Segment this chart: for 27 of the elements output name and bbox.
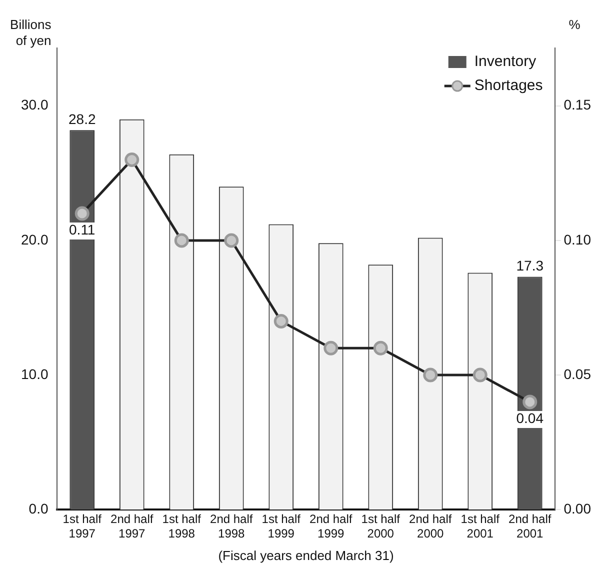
x-tick-label: 1st half 2000 [361,512,401,541]
x-axis-title: (Fiscal years ended March 31) [218,548,394,563]
x-tick-label: 2nd half 1999 [310,512,353,541]
x-tick-label: 2nd half 2001 [508,512,552,541]
y-tick-label: 30.0 [21,96,48,113]
x-tick-label: 2nd half 1998 [210,512,254,541]
x-tick-label: 1st half 1998 [162,512,202,541]
y-axis-title: Billions of yen [10,17,52,48]
y-tick-label: 0.0 [28,500,48,516]
y2-tick-label: 0.05 [564,366,592,382]
data-label: 28.2 [68,110,96,127]
y2-tick-label: 0.00 [564,500,592,516]
x-tick-label: 1st half 2001 [460,512,500,541]
x-tick-label: 2nd half 2000 [409,512,452,541]
data-label: 0.04 [516,410,544,426]
data-label: 0.11 [69,221,96,238]
y2-tick-label: 0.10 [564,231,592,248]
x-tick-label: 1st half 1997 [62,512,102,541]
y-tick-label: 20.0 [21,231,48,248]
x-tick-label: 1st half 1999 [262,512,302,541]
data-label: 17.3 [516,258,544,274]
legend-label: Shortages [474,77,543,94]
x-tick-label: 2nd half 1997 [110,512,154,541]
legend-label: Inventory [474,53,537,70]
y-tick-label: 10.0 [21,366,48,382]
y2-axis-title: % [568,17,581,32]
y2-tick-label: 0.15 [564,96,592,113]
